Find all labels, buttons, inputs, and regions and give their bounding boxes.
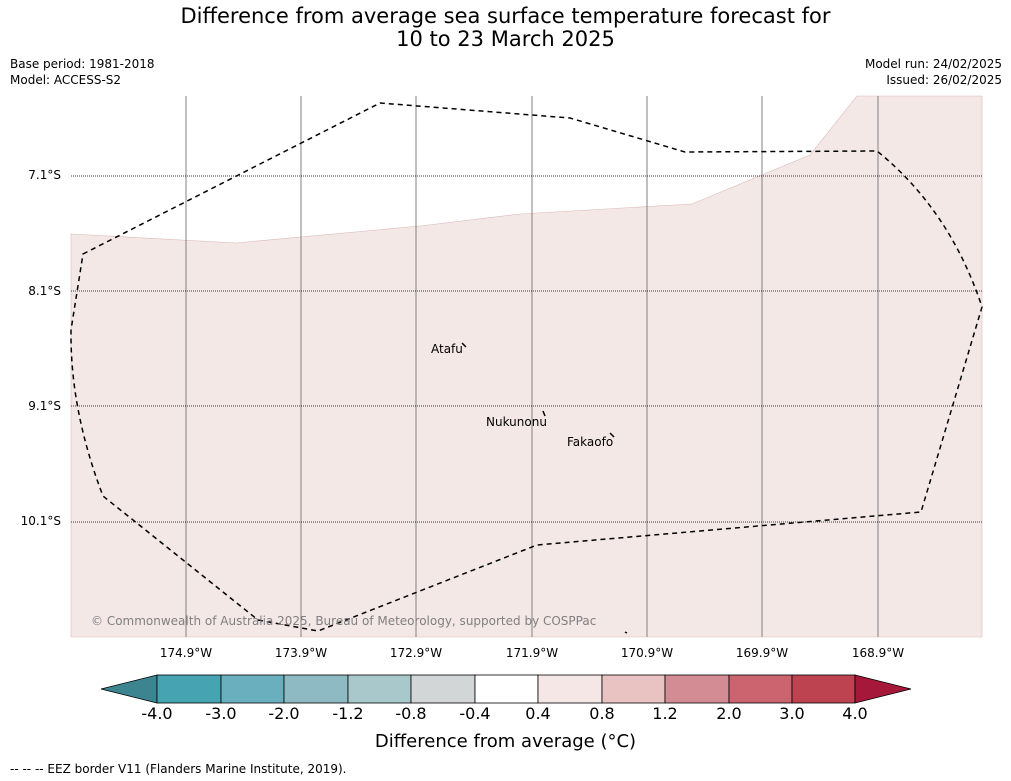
colorbar-seg-10 xyxy=(728,674,793,704)
place-fakaofo: Fakaofo xyxy=(567,435,614,449)
colorbar-seg-9 xyxy=(664,674,730,704)
cb-tick-3: -2.0 xyxy=(268,704,300,723)
lat-label-9-1: 9.1°S xyxy=(28,399,61,413)
cb-tick-12: 4.0 xyxy=(842,704,868,723)
lon-label-171-9: 171.9°W xyxy=(505,646,559,660)
title-line-1: Difference from average sea surface temp… xyxy=(180,4,831,28)
colorbar-seg-4 xyxy=(347,674,412,704)
colorbar-high-extend xyxy=(854,674,912,704)
colorbar xyxy=(100,674,912,704)
colorbar-seg-7 xyxy=(537,674,603,704)
lat-label-8-1: 8.1°S xyxy=(28,284,61,298)
lon-label-174-9: 174.9°W xyxy=(159,646,213,660)
meta-left: Base period: 1981-2018 Model: ACCESS-S2 xyxy=(10,56,155,88)
island-marks xyxy=(461,342,628,634)
colorbar-seg-1 xyxy=(156,674,222,704)
cb-tick-1: -4.0 xyxy=(141,704,173,723)
colorbar-seg-5 xyxy=(410,674,476,704)
cb-tick-7: 0.4 xyxy=(525,704,551,723)
lat-label-10-1: 10.1°S xyxy=(20,514,61,528)
meridian-lines xyxy=(185,96,879,637)
cb-tick-6: -0.4 xyxy=(459,704,491,723)
title-line-2: 10 to 23 March 2025 xyxy=(396,27,615,51)
cb-tick-10: 2.0 xyxy=(716,704,742,723)
chart-title: Difference from average sea surface temp… xyxy=(0,5,1011,51)
cb-tick-2: -3.0 xyxy=(205,704,237,723)
meta-right: Model run: 24/02/2025 Issued: 26/02/2025 xyxy=(865,56,1002,88)
cb-tick-4: -1.2 xyxy=(332,704,364,723)
lon-label-169-9: 169.9°W xyxy=(735,646,789,660)
colorbar-seg-6 xyxy=(474,674,539,704)
cb-tick-9: 1.2 xyxy=(652,704,678,723)
model-run: Model run: 24/02/2025 xyxy=(864,57,1002,71)
cb-tick-11: 3.0 xyxy=(779,704,805,723)
cb-tick-5: -0.8 xyxy=(395,704,427,723)
lon-label-168-9: 168.9°W xyxy=(851,646,905,660)
lon-label-170-9: 170.9°W xyxy=(620,646,674,660)
colorbar-seg-3 xyxy=(283,674,349,704)
lat-label-7-1: 7.1°S xyxy=(28,168,61,182)
colorbar-seg-11 xyxy=(791,674,856,704)
copyright-notice: © Commonwealth of Australia 2025, Bureau… xyxy=(91,614,597,628)
place-nukunonu: Nukunonu xyxy=(486,415,547,429)
anomaly-region xyxy=(70,95,983,638)
swains-island xyxy=(624,631,628,634)
issued-date: Issued: 26/02/2025 xyxy=(886,73,1002,87)
colorbar-seg-8 xyxy=(601,674,666,704)
colorbar-seg-2 xyxy=(220,674,285,704)
eez-footnote: -- -- -- EEZ border V11 (Flanders Marine… xyxy=(10,762,347,776)
atafu-island xyxy=(461,342,467,348)
lon-label-173-9: 173.9°W xyxy=(274,646,328,660)
cb-tick-8: 0.8 xyxy=(589,704,615,723)
model-name: Model: ACCESS-S2 xyxy=(10,73,122,87)
eez-border xyxy=(70,102,983,632)
fakaofo-island xyxy=(609,432,615,438)
colorbar-label: Difference from average (°C) xyxy=(374,731,637,752)
nukunonu-island xyxy=(542,410,546,417)
base-period: Base period: 1981-2018 xyxy=(10,57,155,71)
colorbar-low-extend xyxy=(100,674,158,704)
place-atafu: Atafu xyxy=(431,342,463,356)
lon-label-172-9: 172.9°W xyxy=(389,646,443,660)
